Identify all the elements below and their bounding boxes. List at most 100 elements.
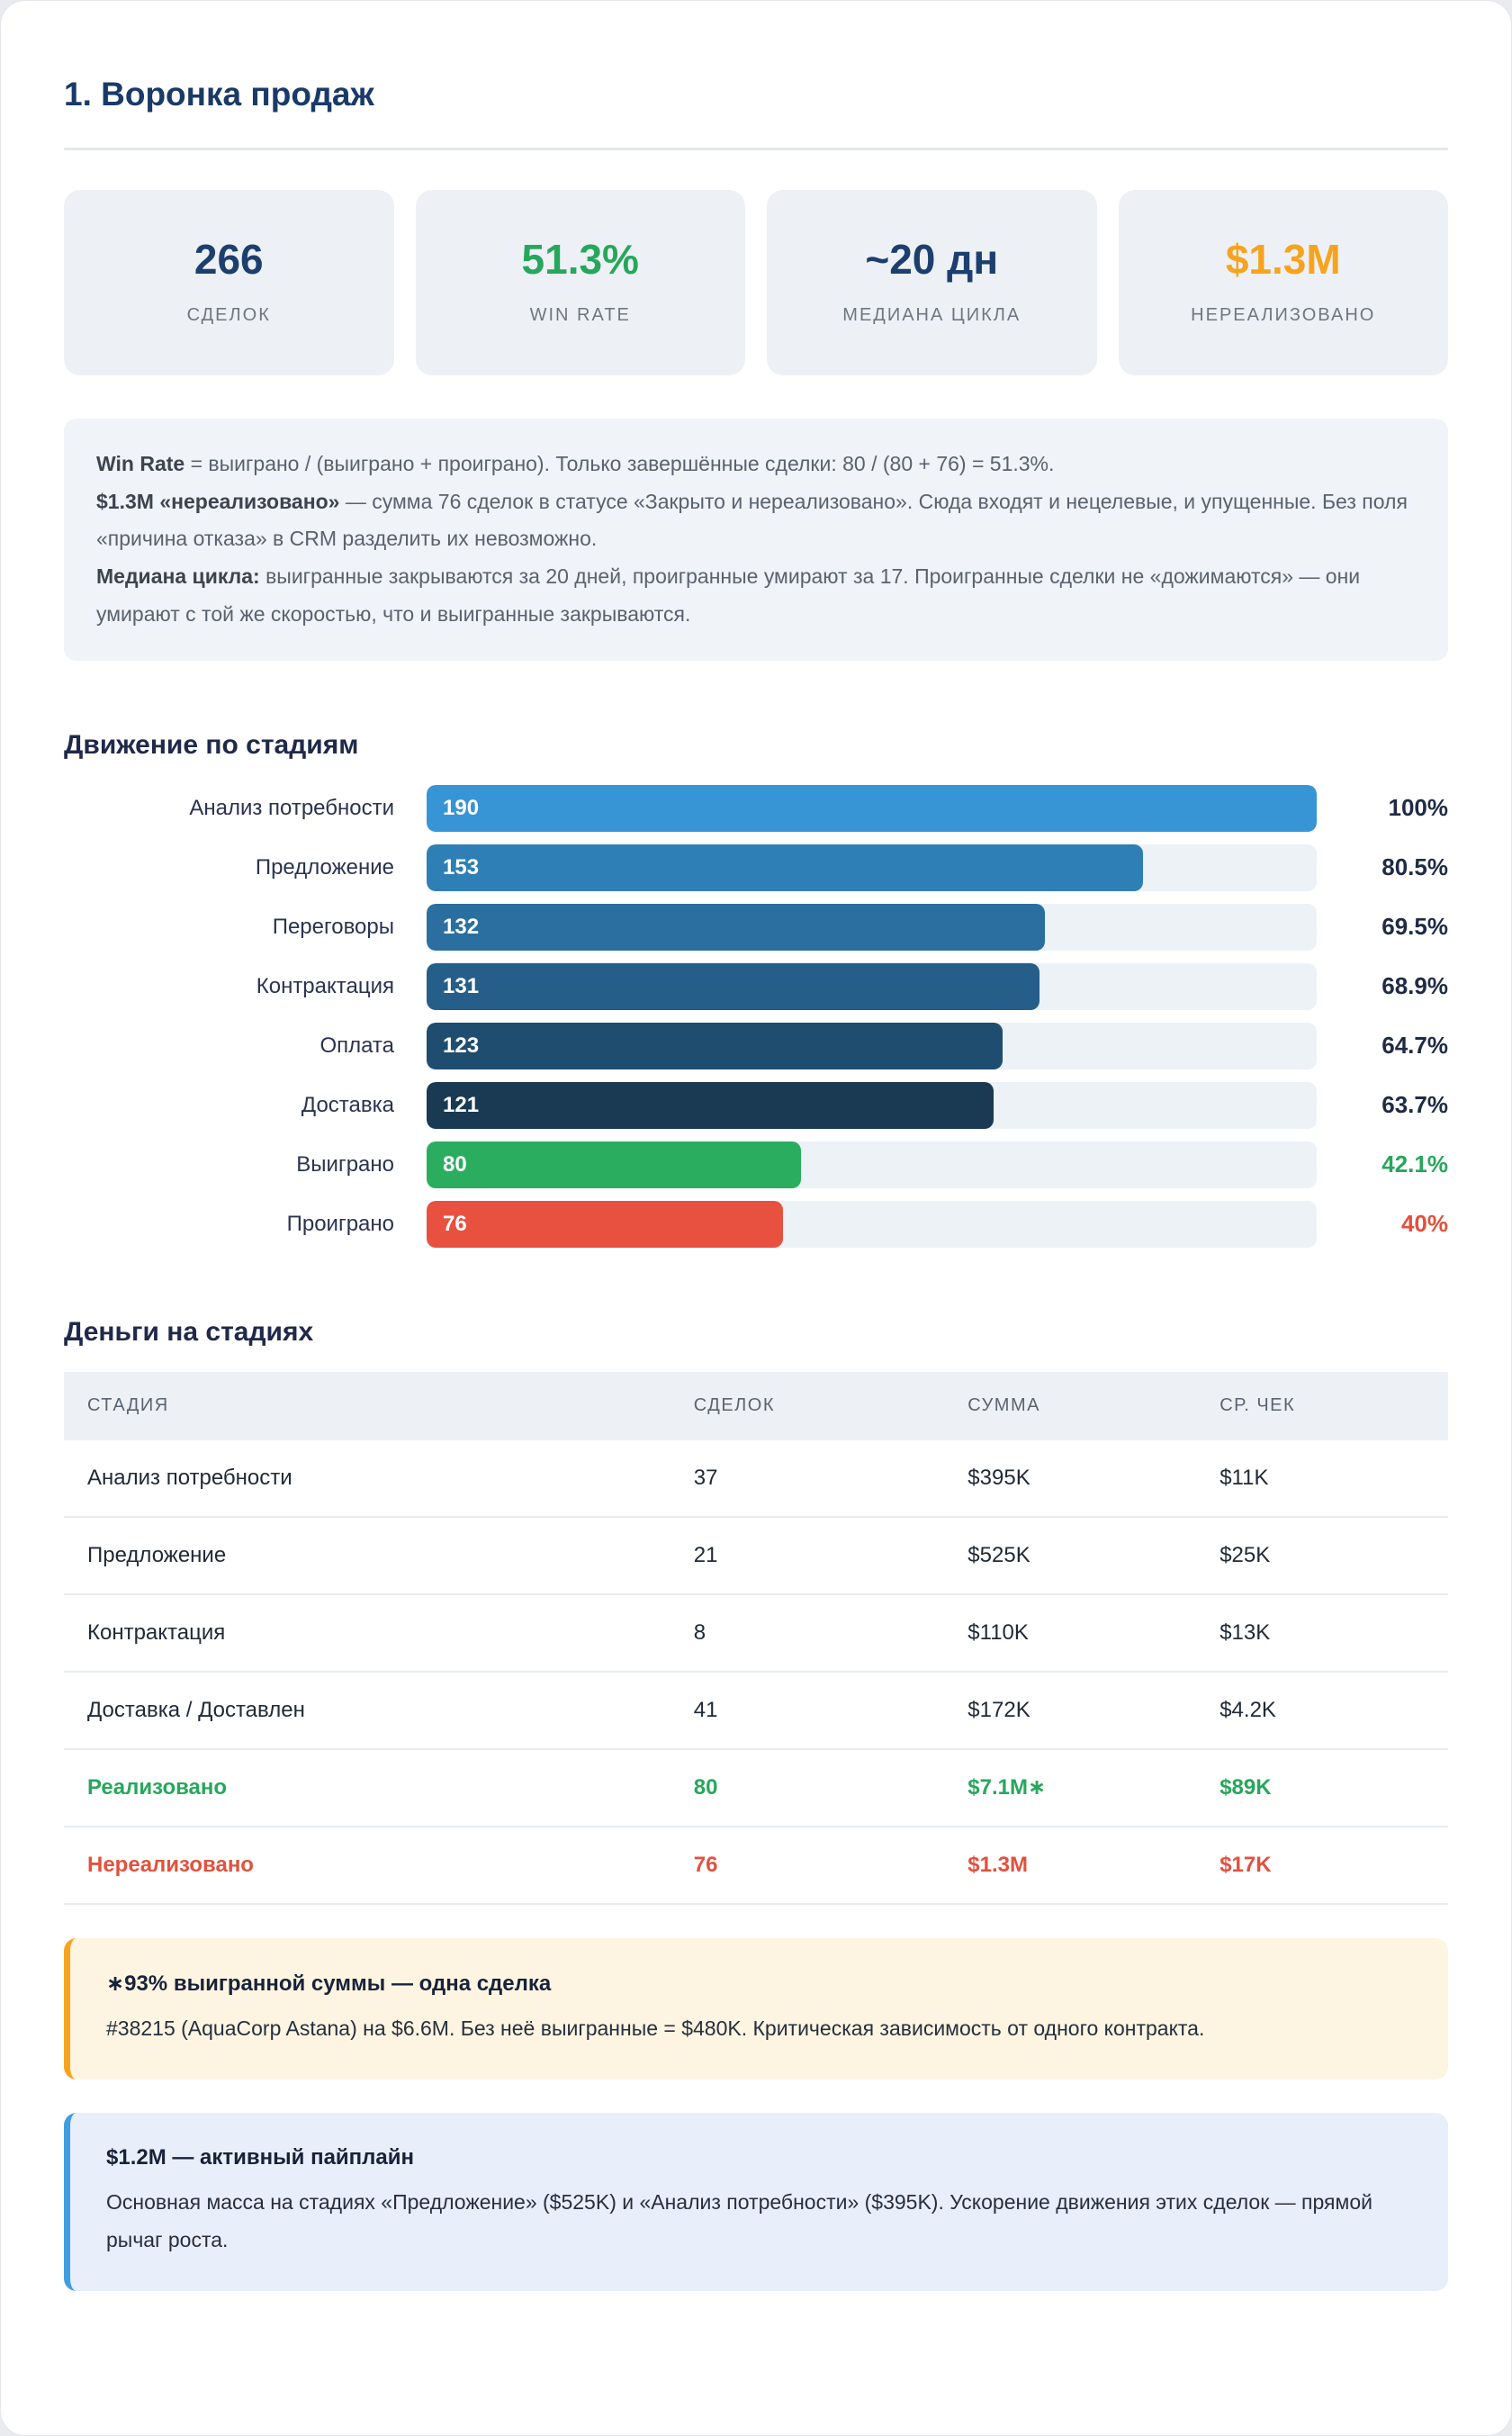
funnel-bar-value: 153: [443, 854, 480, 880]
money-table-row: Реализовано 80 $7.1M∗ $89K: [64, 1750, 1448, 1827]
money-table-cell-avg: $25K: [1220, 1542, 1271, 1567]
funnel-percent-label: 42.1%: [1382, 1150, 1448, 1178]
money-table-header-cell: СР. ЧЕК: [1220, 1395, 1296, 1416]
money-table-cell-deals: 76: [693, 1852, 718, 1877]
funnel-row: Предложение 153 80.5%: [64, 844, 1448, 891]
kpi-label: WIN RATE: [529, 305, 631, 326]
money-table-cell-stage: Предложение: [87, 1542, 227, 1567]
money-table-cell-avg: $11K: [1220, 1465, 1269, 1490]
callouts: ∗93% выигранной суммы — одна сделка #3821…: [64, 1937, 1448, 2292]
money-table: СТАДИЯ СДЕЛОК СУММА СР. ЧЕК Анализ потребно…: [64, 1371, 1448, 1905]
funnel-row: Переговоры 132 69.5%: [64, 903, 1448, 951]
money-table-row: Контрактация 8 $110K $13K: [64, 1595, 1448, 1673]
funnel-row: Контрактация 131 68.9%: [64, 962, 1448, 1010]
kpi-card: 266 СДЕЛОК: [64, 189, 394, 375]
funnel-bar-track: 76: [427, 1200, 1317, 1248]
funnel-section-heading: Движение по стадиям: [64, 729, 359, 760]
kpi-card: 51.3% WIN RATE: [415, 189, 745, 375]
money-table-row: Анализ потребности 37 $395K $11K: [64, 1440, 1448, 1518]
note-line: Win Rate = выиграно / (выиграно + проигр…: [96, 451, 1055, 475]
money-table-cell-sum: $1.3M: [968, 1852, 1028, 1877]
money-table-row: Нереализовано 76 $1.3M $17K: [64, 1827, 1448, 1905]
funnel-percent-label: 40%: [1400, 1210, 1448, 1238]
money-table-cell-avg: $17K: [1220, 1852, 1272, 1877]
money-table-row: Доставка / Доставлен 41 $172K $4.2K: [64, 1673, 1448, 1750]
money-table-body: Анализ потребности 37 $395K $11K Предложение…: [64, 1440, 1448, 1905]
funnel-bar-fill: 76: [427, 1200, 783, 1248]
note-line-bold: Медиана цикла:: [96, 564, 260, 589]
note-line: $1.3M «нереализовано» — сумма 76 сделок …: [96, 489, 1408, 551]
money-table-cell-deals: 8: [693, 1619, 706, 1645]
funnel-bar-value: 131: [443, 973, 480, 998]
money-section-heading: Деньги на стадиях: [64, 1316, 314, 1347]
funnel-bar-track: 132: [427, 903, 1317, 951]
money-table-cell-deals: 80: [693, 1774, 718, 1800]
money-table-header-cell: СДЕЛОК: [693, 1395, 776, 1416]
money-table-cell-stage: Контрактация: [87, 1619, 226, 1645]
funnel-bar-value: 123: [443, 1033, 480, 1058]
kpi-value: 266: [194, 236, 264, 284]
page-title: 1. Воронка продаж: [64, 76, 374, 113]
funnel-stage-label: Контрактация: [256, 973, 394, 998]
title-divider: [64, 147, 1448, 150]
funnel-percent-label: 80.5%: [1382, 853, 1448, 881]
kpi-value: $1.3M: [1225, 236, 1341, 284]
money-table-header: СТАДИЯ СДЕЛОК СУММА СР. ЧЕК: [64, 1371, 1448, 1440]
funnel-bar-value: 76: [443, 1211, 467, 1236]
money-table-cell-deals: 37: [693, 1465, 718, 1490]
funnel-bar-track: 153: [427, 844, 1317, 891]
funnel-bar-value: 132: [443, 914, 480, 939]
funnel-percent-label: 68.9%: [1382, 972, 1448, 1000]
funnel-stage-label: Доставка: [301, 1092, 394, 1117]
funnel-row: Выиграно 80 42.1%: [64, 1141, 1448, 1188]
funnel-bar-track: 123: [427, 1022, 1317, 1069]
callout-title: ∗93% выигранной суммы — одна сделка: [106, 1971, 552, 1996]
funnel-bar-track: 190: [427, 784, 1317, 832]
callout-body: #38215 (AquaCorp Astana) на $6.6M. Без н…: [106, 2016, 1205, 2040]
money-table-cell-sum: $7.1M∗: [968, 1775, 1047, 1800]
funnel-bar-track: 80: [427, 1141, 1317, 1188]
money-table-cell-sum: $525K: [968, 1542, 1030, 1567]
note-line-bold: $1.3M «нереализовано»: [96, 489, 340, 513]
funnel-row: Оплата 123 64.7%: [64, 1022, 1448, 1069]
money-table-cell-avg: $4.2K: [1220, 1697, 1276, 1722]
money-table-row: Предложение 21 $525K $25K: [64, 1518, 1448, 1595]
money-table-header-cell: СУММА: [968, 1395, 1040, 1416]
funnel-bar-fill: 123: [427, 1022, 1003, 1069]
funnel-row: Проиграно 76 40%: [64, 1200, 1448, 1248]
money-table-cell-deals: 41: [693, 1697, 718, 1722]
money-table-cell-stage: Нереализовано: [87, 1852, 254, 1877]
funnel-bar-fill: 121: [427, 1081, 994, 1129]
callout-box: ∗93% выигранной суммы — одна сделка #3821…: [64, 1937, 1448, 2080]
callout-body: Основная масса на стадиях «Предложение» …: [106, 2190, 1372, 2251]
kpi-label: СДЕЛОК: [186, 305, 271, 326]
money-table-cell-stage: Доставка / Доставлен: [87, 1697, 305, 1722]
funnel-row: Доставка 121 63.7%: [64, 1081, 1448, 1129]
kpi-value: 51.3%: [521, 236, 639, 284]
funnel-bar-fill: 190: [427, 784, 1317, 832]
funnel-bar-value: 190: [443, 795, 480, 820]
money-table-cell-stage: Анализ потребности: [87, 1465, 292, 1490]
money-table-cell-sum: $395K: [968, 1465, 1030, 1490]
money-table-cell-avg: $89K: [1220, 1774, 1272, 1800]
money-table-cell-stage: Реализовано: [87, 1774, 228, 1800]
methodology-note: Win Rate = выиграно / (выиграно + проигр…: [64, 418, 1448, 661]
kpi-label: НЕРЕАЛИЗОВАНО: [1191, 305, 1376, 326]
funnel-row: Анализ потребности 190 100%: [64, 784, 1449, 832]
funnel-stage-label: Предложение: [255, 854, 394, 880]
funnel-bar-fill: 131: [427, 962, 1040, 1010]
money-table-cell-sum: $172K: [968, 1697, 1030, 1722]
funnel-percent-label: 63.7%: [1382, 1091, 1448, 1119]
kpi-card: $1.3M НЕРЕАЛИЗОВАНО: [1118, 189, 1448, 375]
funnel-percent-label: 100%: [1388, 794, 1449, 822]
funnel-stage-label: Анализ потребности: [189, 795, 394, 820]
funnel-bar-fill: 153: [427, 844, 1144, 891]
funnel-bar-value: 80: [443, 1151, 467, 1177]
money-table-header-cell: СТАДИЯ: [87, 1395, 169, 1416]
note-line-bold: Win Rate: [96, 451, 185, 475]
note-line: Медиана цикла: выигранные закрываются за…: [96, 564, 1361, 627]
funnel-bar-fill: 132: [427, 903, 1046, 951]
funnel-stage-label: Проиграно: [286, 1211, 394, 1236]
funnel-stage-label: Оплата: [320, 1033, 394, 1058]
